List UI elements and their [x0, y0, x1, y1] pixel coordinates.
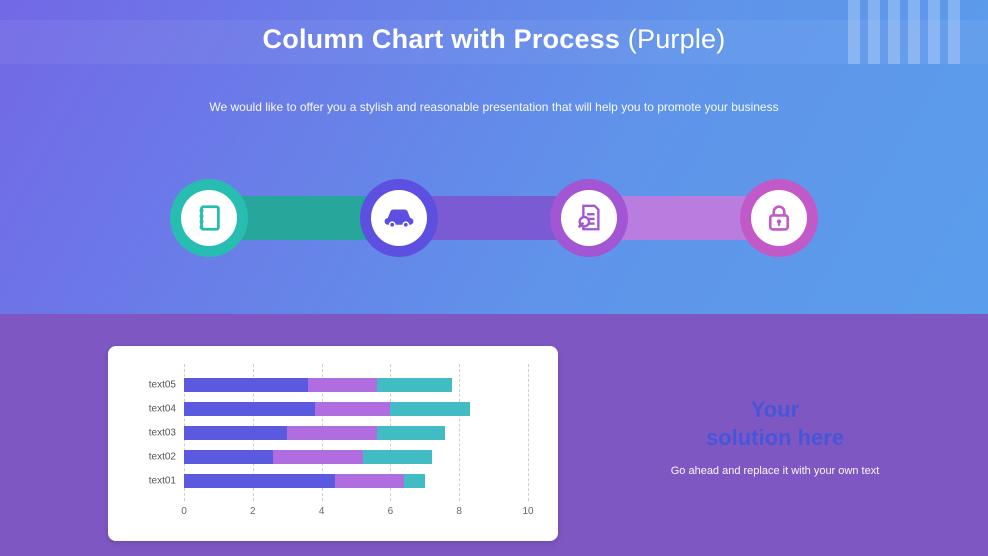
process-step [740, 179, 818, 257]
chart-bar-segment [184, 474, 335, 488]
chart-bar-row [184, 378, 528, 392]
chart-bar-segment [335, 474, 404, 488]
chart-x-tick-label: 6 [388, 506, 394, 517]
chart-card: 0 2 4 6 8 10 text05 text04 text03 text02 text01 [108, 346, 558, 541]
right-body: Go ahead and replace it with your own te… [600, 465, 950, 477]
chart-x-tick-label: 4 [319, 506, 325, 517]
chart-bar-segment [390, 402, 469, 416]
chart-x-tick-label: 2 [250, 506, 256, 517]
chart-y-tick-label: text05 [126, 379, 176, 390]
chart-bar-row [184, 474, 528, 488]
right-text-block: Your solution here Go ahead and replace … [600, 396, 950, 477]
title-bold: Column Chart with Process [263, 24, 621, 54]
car-icon [371, 190, 427, 246]
chart-bar-segment [184, 402, 315, 416]
chart-bar-segment [308, 378, 377, 392]
notebook-icon [181, 190, 237, 246]
lock-icon [751, 190, 807, 246]
process-step [170, 179, 248, 257]
chart-gridline [528, 364, 529, 501]
process-step [550, 179, 628, 257]
chart-plot: 0246810text05text04text03text02text01 [184, 364, 528, 517]
chart-x-tick-label: 0 [181, 506, 187, 517]
chart-bar-segment [315, 402, 391, 416]
chart-bar-segment [287, 426, 376, 440]
chart-x-tick-label: 10 [522, 506, 533, 517]
page-title: Column Chart with Process (Purple) [0, 24, 988, 55]
chart-bar-segment [184, 426, 287, 440]
chart-bar-row [184, 402, 528, 416]
chart-bar-segment [184, 450, 273, 464]
chart-y-tick-label: text03 [126, 427, 176, 438]
chart-bar-segment [273, 450, 362, 464]
chart-y-tick-label: text01 [126, 475, 176, 486]
slide: Column Chart with Process (Purple) We wo… [0, 0, 988, 556]
right-heading-line2: solution here [706, 425, 844, 450]
process-step [360, 179, 438, 257]
chart-y-tick-label: text02 [126, 451, 176, 462]
chart-bar-row [184, 450, 528, 464]
chart-bar-segment [377, 426, 446, 440]
right-heading: Your solution here [600, 396, 950, 451]
right-heading-line1: Your [751, 397, 799, 422]
chart-y-tick-label: text04 [126, 403, 176, 414]
chart-bar-segment [184, 378, 308, 392]
chart-bar-segment [377, 378, 453, 392]
chart-x-tick-label: 8 [456, 506, 462, 517]
title-light: (Purple) [620, 24, 725, 54]
doc-search-icon [561, 190, 617, 246]
subtitle: We would like to offer you a stylish and… [0, 100, 988, 114]
chart-bar-row [184, 426, 528, 440]
process-steps [170, 174, 818, 262]
chart-bar-segment [404, 474, 425, 488]
chart-bar-segment [363, 450, 432, 464]
